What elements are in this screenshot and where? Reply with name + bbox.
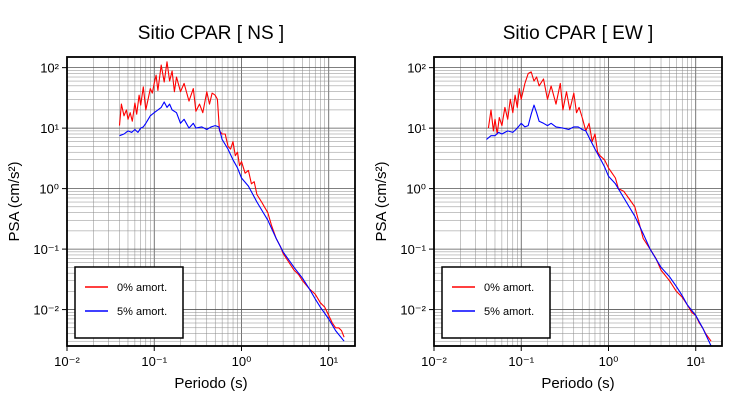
y-tick-label: 10¹ — [40, 121, 59, 136]
legend-box — [74, 266, 184, 339]
plot-frame — [66, 56, 356, 347]
chart-panel-1: 10⁻² 10⁻¹ 10⁰ 10¹ 10⁻² 10⁻¹ 10⁰ 10¹ 10² Sitio CPA… — [6, 23, 356, 392]
legend: 0% amort. 5% amort. — [74, 266, 184, 339]
y-tick-label: 10⁻¹ — [400, 242, 426, 257]
x-tick-label: 10⁰ — [599, 354, 619, 369]
y-axis-label: PSA (cm/s²) — [373, 161, 390, 241]
y-tick-label: 10¹ — [407, 121, 426, 136]
x-tick-label: 10⁻² — [421, 354, 447, 369]
legend-label: 0% amort. — [117, 282, 167, 294]
series-line-damping-0 — [487, 71, 712, 342]
y-tick-label: 10² — [407, 61, 426, 76]
x-tick-label: 10⁰ — [232, 354, 252, 369]
x-tick-label: 10¹ — [319, 354, 338, 369]
y-axis-label: PSA (cm/s²) — [6, 161, 23, 241]
chart-panel-2: 10⁻² 10⁻¹ 10⁰ 10¹ 10⁻² 10⁻¹ 10⁰ 10¹ 10² Sitio CPA… — [373, 23, 723, 392]
chart-title: Sitio CPAR [ EW ] — [503, 23, 654, 44]
y-tick-label: 10⁻² — [33, 303, 59, 318]
y-tick-label: 10⁰ — [39, 182, 59, 197]
legend-label: 0% amort. — [484, 282, 534, 294]
y-tick-label: 10⁻² — [400, 303, 426, 318]
y-tick-label: 10² — [40, 61, 59, 76]
series-line-damping-5 — [486, 104, 712, 347]
x-tick-label: 10⁻² — [54, 354, 80, 369]
plot-frame — [433, 56, 723, 347]
legend: 0% amort. 5% amort. — [441, 266, 551, 339]
x-tick-label: 10⁻¹ — [508, 354, 534, 369]
y-tick-label: 10⁰ — [406, 182, 426, 197]
x-axis-label: Periodo (s) — [174, 375, 247, 392]
series-line-damping-5 — [119, 101, 345, 342]
chart-title: Sitio CPAR [ NS ] — [138, 23, 284, 44]
legend-label: 5% amort. — [484, 306, 534, 318]
x-axis-label: Periodo (s) — [541, 375, 614, 392]
x-tick-label: 10¹ — [686, 354, 705, 369]
series-line-damping-0 — [118, 61, 345, 338]
legend-box — [441, 266, 551, 339]
x-tick-label: 10⁻¹ — [141, 354, 167, 369]
legend-label: 5% amort. — [117, 306, 167, 318]
y-tick-label: 10⁻¹ — [33, 242, 59, 257]
